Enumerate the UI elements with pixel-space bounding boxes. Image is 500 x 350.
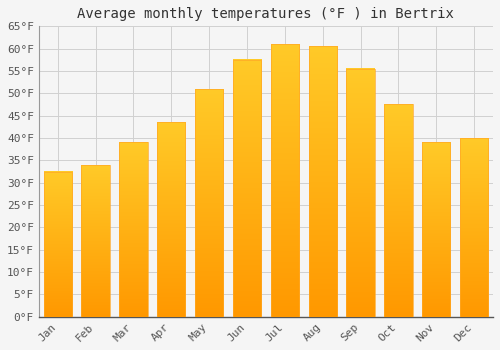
Bar (157, 122, 186, 317)
Title: Average monthly temperatures (°F ) in Bertrix: Average monthly temperatures (°F ) in Be… (78, 7, 454, 21)
Bar (44, 172, 72, 317)
Bar (384, 105, 412, 317)
Bar (308, 47, 337, 317)
Bar (270, 44, 299, 317)
Bar (195, 89, 224, 317)
Bar (346, 69, 375, 317)
Bar (82, 165, 110, 317)
Bar (233, 60, 261, 317)
Bar (422, 142, 450, 317)
Bar (119, 142, 148, 317)
Bar (460, 138, 488, 317)
